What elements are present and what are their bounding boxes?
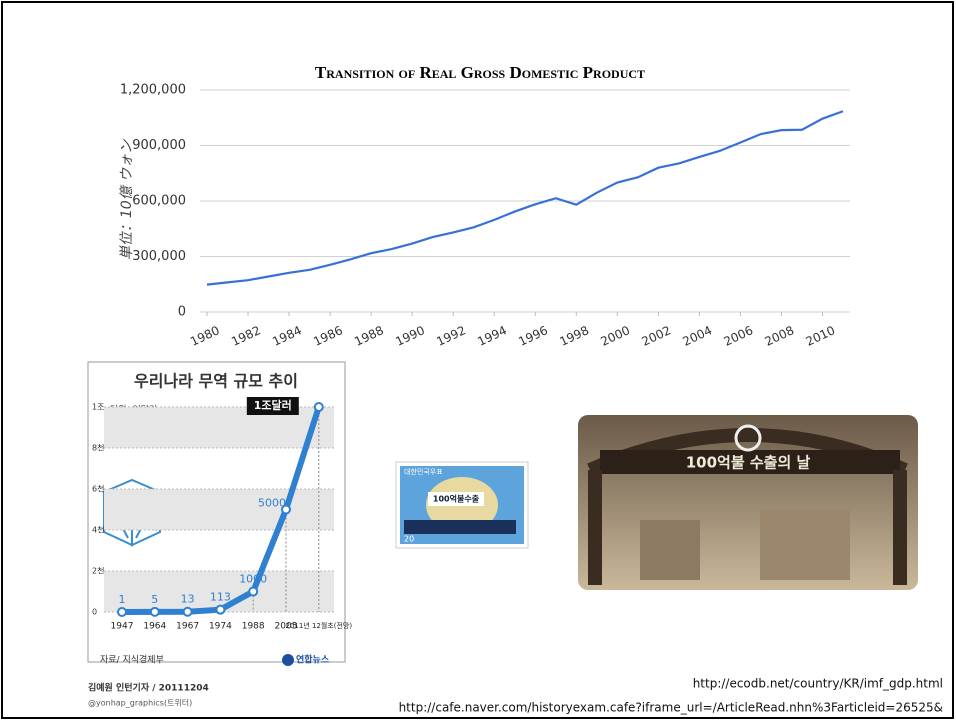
value-label: 113 (210, 591, 231, 604)
y-tick-label: 600,000 (132, 194, 186, 209)
point (315, 403, 323, 411)
band (104, 407, 334, 448)
source: 자료/ 지식경제부 (100, 654, 164, 666)
x-tick-label: 1964 (143, 622, 166, 632)
x-tick-label: 1967 (176, 622, 199, 632)
chart-title: Transition of Real Gross Domestic Produc… (315, 63, 645, 82)
value-label: 1조달러 (254, 398, 292, 412)
photo: 100억불 수출의 날 (578, 415, 918, 590)
twitter: @yonhap_graphics(트위터) (88, 699, 192, 708)
slide: Transition of Real Gross Domestic Produc… (0, 0, 956, 721)
point (216, 606, 224, 614)
credit: 김예원 인턴기자 / 20111204 (88, 682, 209, 694)
y-tick-label: 2천 (92, 566, 104, 576)
value-label: 5000 (258, 497, 286, 510)
value-label: 5 (151, 593, 158, 606)
point (184, 608, 192, 616)
x-tick-label: 1988 (242, 622, 265, 632)
x-tick-label: 2011년 12월초(전망) (285, 621, 352, 630)
photo-banner: 100억불 수출의 날 (686, 454, 811, 472)
point (118, 608, 126, 616)
y-tick-label: 0 (178, 305, 186, 320)
y-tick-label: 6천 (92, 484, 104, 494)
y-tick-label: 8천 (92, 443, 104, 453)
point (151, 608, 159, 616)
value-label: 1 (119, 593, 126, 606)
y-tick-label: 300,000 (132, 249, 186, 264)
point (249, 588, 257, 596)
y-tick-label: 1조 (92, 403, 104, 412)
y-tick-label: 1,200,000 (120, 83, 186, 98)
value-label: 13 (181, 593, 195, 606)
band (104, 489, 334, 530)
y-tick-label: 0 (92, 608, 97, 617)
x-tick-label: 1974 (209, 622, 232, 632)
value-label: 1000 (239, 573, 267, 586)
stamp-price: 20 (404, 535, 414, 544)
y-tick-label: 900,000 (132, 138, 186, 153)
stamp-issuer: 대한민국우표 (404, 467, 443, 476)
x-tick-label: 1947 (111, 622, 134, 632)
link[interactable]: http://ecodb.net/country/KR/imf_gdp.html (693, 677, 943, 691)
logo-mark (282, 654, 294, 666)
stamp-text: 100억불수출 (433, 494, 480, 504)
stamp: 대한민국우표 100억불수출 20 (396, 462, 528, 548)
infographic-title: 우리나라 무역 규모 추이 (134, 372, 298, 391)
y-tick-label: 4천 (92, 525, 104, 535)
logo: 연합뉴스 (296, 654, 330, 666)
link[interactable]: http://cafe.naver.com/historyexam.cafe?i… (399, 701, 943, 715)
